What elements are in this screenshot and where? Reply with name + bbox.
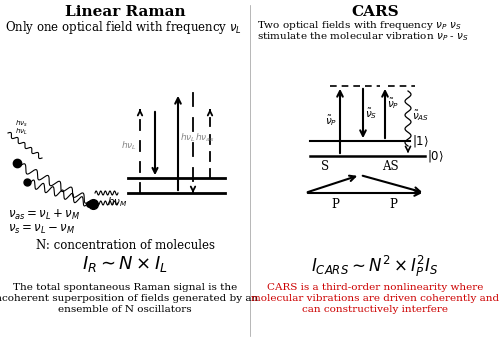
Text: Linear Raman: Linear Raman: [64, 5, 186, 19]
Text: N: concentration of molecules: N: concentration of molecules: [36, 239, 214, 252]
Text: $h\nu_L$: $h\nu_L$: [180, 132, 196, 144]
Text: $\tilde{\nu}_P$: $\tilde{\nu}_P$: [324, 114, 337, 129]
Text: $\tilde{\nu}_{AS}$: $\tilde{\nu}_{AS}$: [412, 108, 429, 123]
Text: ensemble of N oscillators: ensemble of N oscillators: [58, 305, 192, 314]
Text: Two optical fields with frequency $\nu_P$ $\nu_S$: Two optical fields with frequency $\nu_P…: [257, 19, 462, 32]
Text: $\nu_{as} = \nu_L + \nu_M$: $\nu_{as} = \nu_L + \nu_M$: [8, 208, 80, 222]
Text: $h\nu_s$: $h\nu_s$: [15, 119, 28, 129]
Text: $h\nu_L$: $h\nu_L$: [121, 140, 137, 152]
Text: $\nu_s = \nu_L - \nu_M$: $\nu_s = \nu_L - \nu_M$: [8, 223, 75, 236]
Text: CARS is a third-order nonlinearity where: CARS is a third-order nonlinearity where: [267, 283, 483, 292]
Text: P: P: [331, 198, 339, 211]
Text: The total spontaneous Raman signal is the: The total spontaneous Raman signal is th…: [13, 283, 237, 292]
Text: $\tilde{\nu}_S$: $\tilde{\nu}_S$: [365, 107, 378, 121]
Text: incoherent superposition of fields generated by an: incoherent superposition of fields gener…: [0, 294, 258, 303]
Text: $|1\rangle$: $|1\rangle$: [412, 133, 429, 149]
Text: stimulate the molecular vibration $\nu_P$ - $\nu_S$: stimulate the molecular vibration $\nu_P…: [257, 30, 469, 43]
Text: $h\nu_M$: $h\nu_M$: [106, 195, 127, 209]
Text: $I_R \sim N\times I_L$: $I_R \sim N\times I_L$: [82, 254, 168, 274]
Text: can constructively interfere: can constructively interfere: [302, 305, 448, 314]
Text: Only one optical field with frequency $\nu_L$: Only one optical field with frequency $\…: [5, 19, 242, 36]
Text: $\tilde{\nu}_P$: $\tilde{\nu}_P$: [387, 97, 400, 112]
Text: molecular vibrations are driven coherently and: molecular vibrations are driven coherent…: [251, 294, 499, 303]
Text: P: P: [389, 198, 397, 211]
Text: CARS: CARS: [351, 5, 399, 19]
Text: $I_{CARS}\sim N^2 \times I_P^{2}I_S$: $I_{CARS}\sim N^2 \times I_P^{2}I_S$: [312, 254, 438, 279]
Text: S: S: [321, 160, 329, 173]
Text: $h\nu_L$: $h\nu_L$: [15, 127, 28, 137]
Text: $|0\rangle$: $|0\rangle$: [427, 148, 444, 164]
Text: $h\nu_{as}$: $h\nu_{as}$: [195, 132, 215, 144]
Text: AS: AS: [382, 160, 398, 173]
